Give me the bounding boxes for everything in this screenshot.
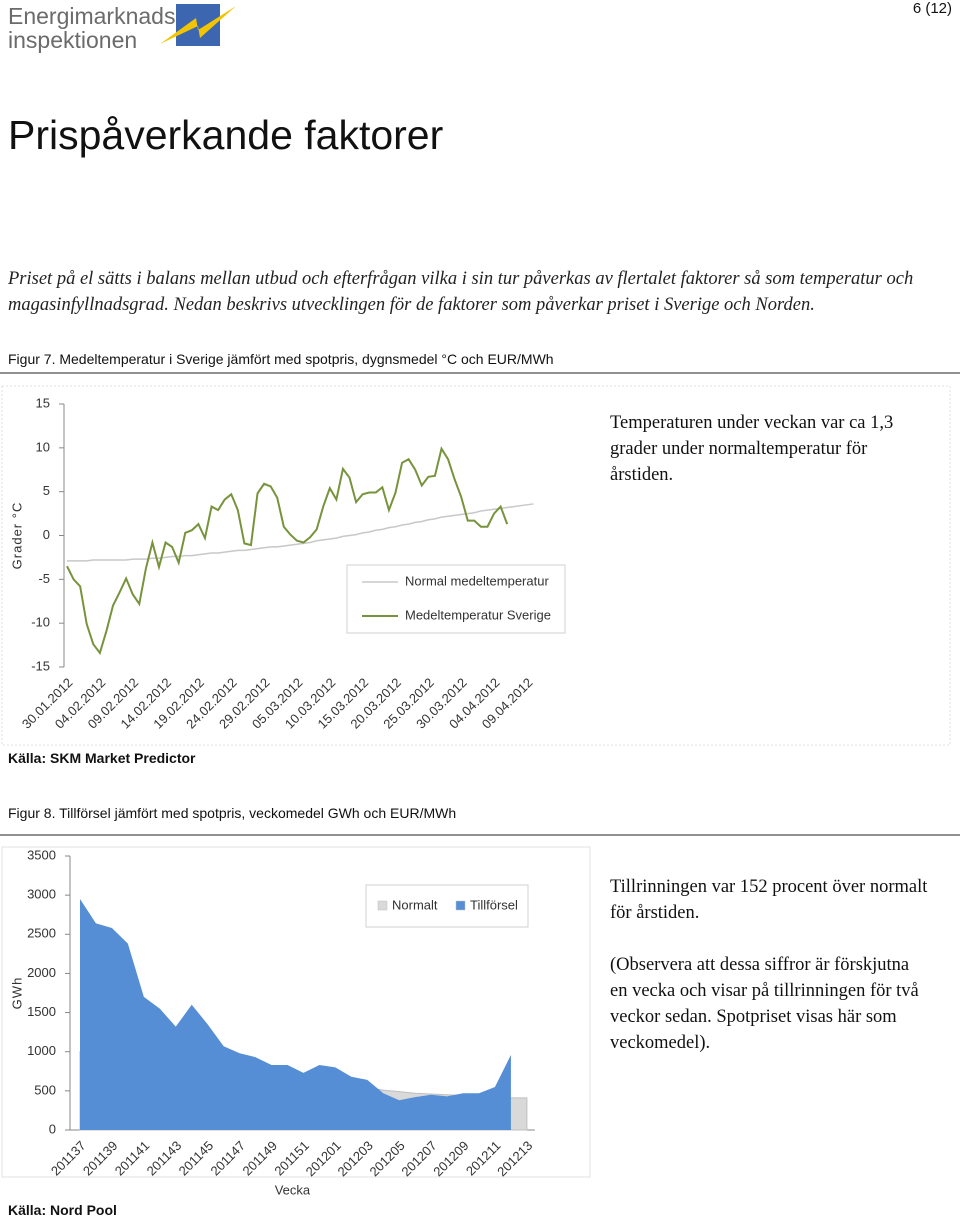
x-tick-label: 201213 [494,1138,535,1179]
y-axis-label: Grader °C [9,502,24,570]
y-tick-label: 2500 [27,926,56,941]
x-tick-label: 201137 [48,1138,89,1179]
y-tick-label: 500 [34,1082,56,1097]
chart-frame [1,385,951,746]
figure-caption: Figur 8. Tillförsel jämfört med spotpris… [8,805,457,821]
legend-label: Normalt [392,897,438,912]
intro-paragraph: Priset på el sätts i balans mellan utbud… [8,269,914,315]
source: Källa: SKM Market Predictor [8,750,196,766]
y-tick-label: -10 [31,615,50,630]
x-tick-label: 201147 [208,1138,249,1179]
y-tick-label: 2000 [27,965,56,980]
chart-frame [1,846,591,1178]
y-tick-label: -5 [38,571,50,586]
x-tick-label: 201209 [430,1138,471,1179]
legend-swatch [455,900,466,911]
page-title: Prispåverkande faktorer [8,112,444,158]
y-tick-label: 5 [43,483,50,498]
y-tick-label: -15 [31,658,50,673]
y-tick-label: 10 [36,439,50,454]
x-tick-label: 201141 [112,1138,153,1179]
legend-label: Normal medeltemperatur [405,573,549,588]
y-tick-label: 1500 [27,1004,56,1019]
logo-line: Energimarknads [8,3,176,29]
x-axis-label: Vecka [275,1182,311,1197]
y-tick-label: 0 [49,1121,56,1136]
y-tick-label: 3000 [27,887,56,902]
x-tick-label: 201149 [239,1138,280,1179]
y-tick-label: 1000 [27,1043,56,1058]
legend-swatch [377,900,388,911]
page-number: 6 (12) [912,0,952,17]
x-tick-label: 201143 [144,1138,185,1179]
data-area [80,899,511,1130]
chart-annotation: Tillrinningen var 152 procent över norma… [610,877,928,923]
data-line [66,446,509,656]
x-tick-label: 201139 [80,1138,121,1179]
chart-annotation: Temperaturen under veckan var ca 1,3 gra… [610,413,894,485]
y-tick-label: 15 [36,395,50,410]
y-tick-label: 3500 [27,847,56,862]
legend-label: Tillförsel [470,897,518,912]
legend-box [346,564,566,634]
chart-annotation: (Observera att dessa siffror är förskjut… [610,955,919,1053]
x-tick-label: 201145 [176,1138,217,1179]
source: Källa: Nord Pool [8,1202,117,1218]
figure-caption: Figur 7. Medeltemperatur i Sverige jämfö… [8,351,554,367]
logo-icon [160,4,236,46]
legend-box [365,884,529,928]
legend-label: Medeltemperatur Sverige [405,607,551,622]
y-tick-label: 0 [43,527,50,542]
data-line [67,503,534,562]
logo-text: Energimarknads inspektionen [8,4,175,52]
y-axis-label: GWh [9,977,24,1010]
logo-line: inspektionen [8,27,138,53]
